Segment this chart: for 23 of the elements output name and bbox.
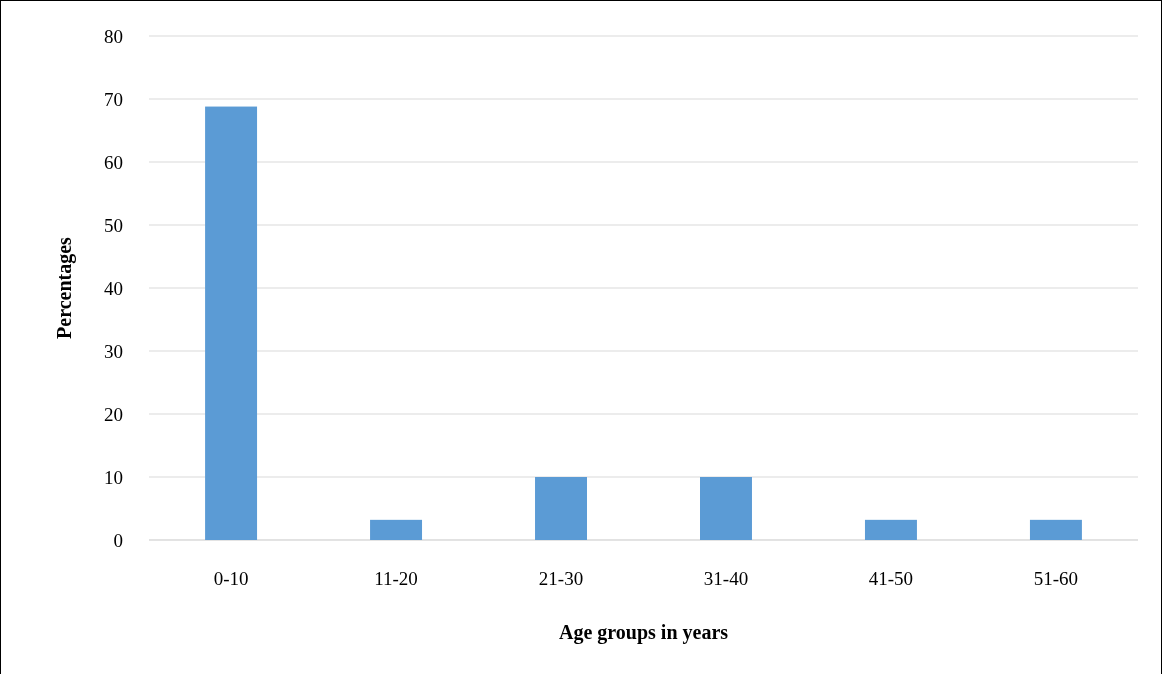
y-tick-label: 80 (104, 25, 123, 47)
y-tick-label: 60 (104, 151, 123, 173)
x-tick-label: 21-30 (538, 568, 584, 589)
y-tick-label: 70 (104, 88, 123, 110)
y-tick-label: 20 (104, 403, 123, 425)
bar (700, 477, 752, 540)
x-tick-label: 51-60 (1033, 568, 1079, 589)
x-tick-label: 41-50 (868, 568, 914, 589)
y-tick-label: 30 (104, 340, 123, 362)
bar (370, 519, 423, 540)
x-tick-label: 31-40 (703, 568, 749, 589)
x-axis-title: Age groups in years (558, 621, 729, 644)
y-tick-label: 50 (104, 214, 123, 236)
bar (1029, 519, 1082, 540)
y-tick-label: 40 (104, 277, 123, 299)
y-tick-label: 0 (113, 529, 123, 551)
bar (535, 477, 587, 540)
x-tick-label: 11-20 (374, 568, 418, 589)
y-axis-title: Percentages (53, 236, 76, 339)
x-tick-label: 0-10 (213, 568, 249, 589)
bar (864, 519, 917, 540)
bar (205, 106, 258, 540)
y-tick-label: 10 (104, 466, 123, 488)
